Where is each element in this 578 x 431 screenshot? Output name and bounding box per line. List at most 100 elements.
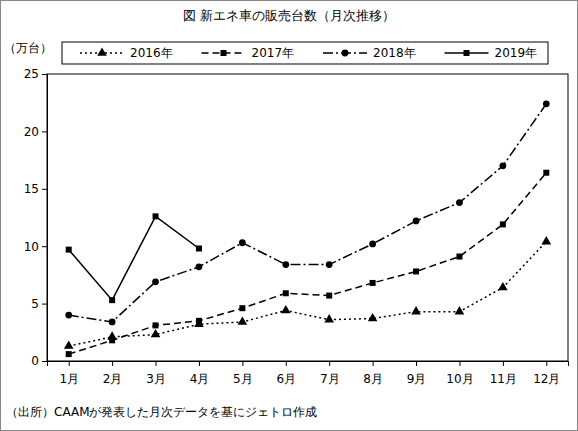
x-axis: 1月2月3月4月5月6月7月8月9月10月11月12月 xyxy=(48,361,569,386)
source-note: （出所）CAAMが発表した月次データを基にジェトロ作成 xyxy=(6,405,317,419)
series-marker xyxy=(66,247,72,253)
series-marker xyxy=(196,318,202,324)
series-marker xyxy=(282,261,289,268)
series-marker xyxy=(541,236,551,244)
series-marker xyxy=(196,245,202,251)
y-tick-mark xyxy=(42,304,47,305)
series-marker xyxy=(456,254,462,260)
x-tick: 5月 xyxy=(233,361,253,386)
series-marker xyxy=(152,278,159,285)
title: 図 新エネ車の販売台数（月次推移） xyxy=(183,8,395,23)
x-tick-label: 5月 xyxy=(233,372,253,386)
x-tick-mark xyxy=(373,361,374,366)
x-tick-label: 9月 xyxy=(407,372,427,386)
y-tick-label: 0 xyxy=(31,354,39,368)
x-tick-label: 10月 xyxy=(446,372,473,386)
x-tick: 9月 xyxy=(407,361,427,386)
series-line xyxy=(69,104,547,322)
x-tick-label: 12月 xyxy=(533,372,560,386)
y-tick-label: 20 xyxy=(24,125,39,139)
series-marker xyxy=(456,199,463,206)
series-marker xyxy=(499,162,506,169)
y-axis-title: （万台） xyxy=(4,41,52,55)
y-axis-line xyxy=(42,75,48,362)
x-tick-label: 6月 xyxy=(276,372,296,386)
series-marker xyxy=(455,306,465,314)
y-tick: 0 xyxy=(31,354,47,368)
x-tick-label: 11月 xyxy=(490,372,517,386)
y-tick-label: 10 xyxy=(24,240,39,254)
legend-item: 2018年 xyxy=(323,46,416,60)
y-tick-label: 15 xyxy=(24,182,39,196)
series-marker xyxy=(413,218,420,225)
series-marker xyxy=(239,305,245,311)
x-tick-mark xyxy=(503,361,504,366)
x-tick: 2月 xyxy=(103,361,123,386)
y-tick: 15 xyxy=(24,182,47,196)
x-tick-mark xyxy=(156,361,157,366)
series-marker xyxy=(283,290,289,296)
x-tick-mark xyxy=(546,361,547,366)
legend-frame xyxy=(62,42,548,64)
series-marker xyxy=(64,341,74,349)
x-tick: 10月 xyxy=(446,361,473,386)
series-marker xyxy=(543,170,549,176)
outer-frame xyxy=(1,1,578,431)
y-tick-label: 25 xyxy=(24,67,39,81)
y-tick-label: 5 xyxy=(31,297,39,311)
series-marker xyxy=(411,306,421,314)
y-tick: 5 xyxy=(31,297,47,311)
x-tick-mark xyxy=(199,361,200,366)
legend-item: 2019年 xyxy=(445,46,538,60)
y-tick: 20 xyxy=(24,125,47,139)
series-line xyxy=(69,173,547,354)
chart-container: 図 新エネ車の販売台数（月次推移） （万台） （出所）CAAMが発表した月次データを… xyxy=(0,0,578,431)
x-tick-label: 1月 xyxy=(59,372,79,386)
legend-item: 2017年 xyxy=(202,46,295,60)
series-marker xyxy=(65,312,72,319)
legend-marker xyxy=(342,50,349,57)
x-tick-label: 4月 xyxy=(190,372,210,386)
y-tick-mark xyxy=(42,246,47,247)
x-tick-mark xyxy=(416,361,417,366)
series-marker xyxy=(238,316,248,324)
legend-label: 2019年 xyxy=(495,46,538,60)
x-tick: 6月 xyxy=(276,361,296,386)
series-marker xyxy=(109,297,115,303)
series-marker xyxy=(66,351,72,357)
series-marker xyxy=(326,261,333,268)
series-marker xyxy=(239,239,246,246)
x-tick: 4月 xyxy=(190,361,210,386)
legend-marker xyxy=(97,47,107,55)
x-tick: 12月 xyxy=(533,361,560,386)
legend-item: 2016年 xyxy=(80,46,173,60)
y-tick-mark xyxy=(42,131,47,132)
x-tick-mark xyxy=(329,361,330,366)
y-tick-mark xyxy=(42,74,47,75)
series-marker xyxy=(109,337,115,343)
x-tick-label: 7月 xyxy=(320,372,340,386)
marks xyxy=(64,100,551,357)
series-marker xyxy=(196,263,203,270)
x-tick-mark xyxy=(459,361,460,366)
series-marker xyxy=(543,100,550,107)
x-tick-mark xyxy=(112,361,113,366)
x-axis-line xyxy=(48,362,569,367)
plot: 05101520251月2月3月4月5月6月7月8月9月10月11月12月 xyxy=(24,67,569,386)
series-marker xyxy=(109,319,116,326)
series-marker xyxy=(413,268,419,274)
series-marker xyxy=(151,329,161,337)
series-marker xyxy=(324,314,334,322)
x-tick-label: 2月 xyxy=(103,372,123,386)
series-marker xyxy=(368,313,378,321)
legend-label: 2018年 xyxy=(373,46,416,60)
x-tick: 3月 xyxy=(146,361,166,386)
legend: 2016年 2017年 2018年 2019年 xyxy=(62,42,548,64)
y-tick: 25 xyxy=(24,67,47,81)
series-marker xyxy=(498,282,508,290)
x-tick: 11月 xyxy=(490,361,517,386)
x-tick-mark xyxy=(286,361,287,366)
series-marker xyxy=(281,305,291,313)
series-marker xyxy=(153,213,159,219)
y-tick-mark xyxy=(42,189,47,190)
